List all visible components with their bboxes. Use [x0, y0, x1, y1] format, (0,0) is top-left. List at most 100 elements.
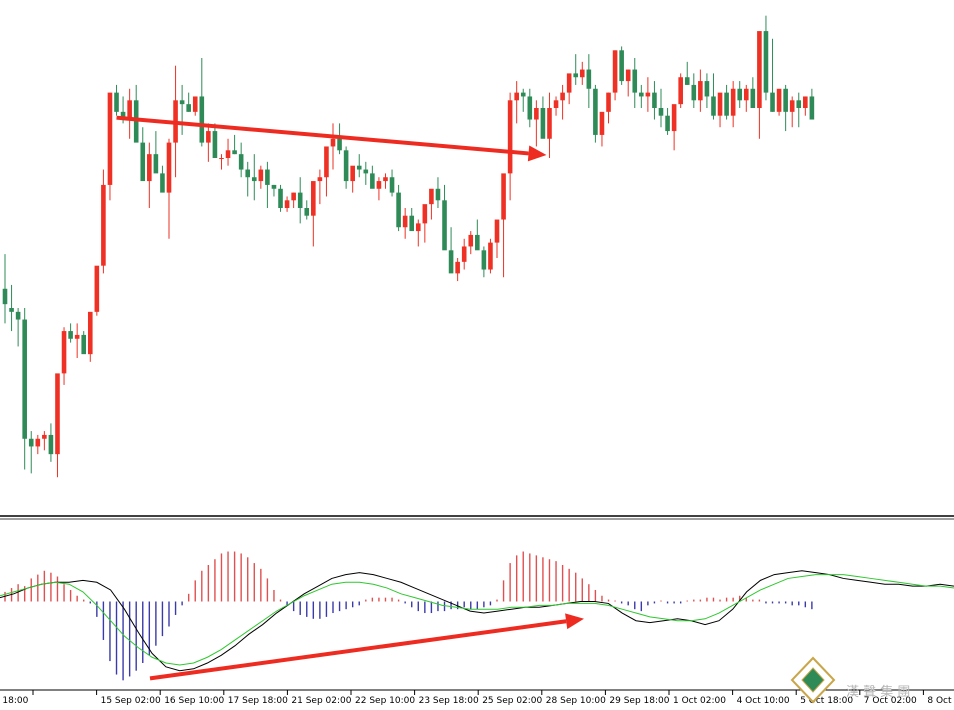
candle-body — [179, 100, 185, 105]
candle-body — [658, 108, 664, 116]
candle-body — [481, 250, 487, 270]
candle-body — [763, 31, 769, 93]
candle — [107, 92, 113, 201]
candle — [402, 208, 408, 239]
candle — [527, 88, 533, 128]
candle-body — [639, 92, 644, 97]
x-tick-label: 15 Sep 02:00 — [101, 696, 161, 706]
candle — [55, 373, 60, 478]
candle-body — [206, 131, 211, 143]
candle — [245, 161, 251, 197]
watermark-logo: 漢 聲 集 團 — [790, 656, 910, 704]
candle-body — [297, 192, 303, 208]
candle — [494, 219, 500, 258]
candle — [212, 123, 218, 158]
candle — [665, 108, 670, 135]
candle-body — [750, 88, 756, 108]
candle-body — [468, 234, 474, 247]
candle-body — [28, 438, 34, 447]
candle — [632, 58, 638, 108]
candle — [363, 161, 369, 185]
candle-body — [232, 150, 237, 155]
candle — [376, 177, 382, 201]
candle — [297, 177, 303, 224]
candle — [770, 38, 775, 112]
candle-body — [127, 100, 132, 120]
candle-body — [619, 50, 624, 82]
candle — [271, 184, 277, 197]
candle-body — [311, 181, 316, 216]
candle — [61, 327, 67, 385]
candle — [160, 165, 165, 193]
candle — [127, 88, 132, 139]
candle-body — [632, 69, 638, 93]
candle-body — [55, 373, 60, 455]
candle — [81, 331, 87, 355]
candle-body — [684, 77, 690, 85]
candle — [803, 96, 808, 116]
candle — [258, 165, 264, 189]
candle-body — [219, 158, 224, 159]
candle — [396, 184, 401, 232]
candle — [698, 69, 703, 112]
candle — [42, 431, 47, 451]
candle-body — [35, 438, 41, 447]
candle — [87, 311, 93, 362]
candle — [304, 200, 310, 220]
candle-body — [599, 111, 605, 135]
candle-body — [271, 184, 277, 189]
candle — [22, 308, 27, 470]
candle — [350, 165, 355, 193]
candle-body — [429, 188, 434, 205]
candle — [147, 142, 152, 208]
candle — [324, 146, 329, 197]
candle — [133, 84, 139, 143]
candle-body — [435, 188, 441, 201]
candle-body — [212, 131, 218, 158]
candle — [560, 84, 565, 120]
candle — [606, 92, 611, 124]
candle-body — [678, 77, 683, 105]
candle-body — [625, 69, 631, 82]
candle — [507, 92, 513, 201]
candle — [455, 258, 460, 282]
candle — [776, 88, 782, 116]
candle — [743, 84, 749, 112]
candle — [468, 231, 474, 255]
candle — [599, 111, 605, 147]
x-tick-label: 1 Oct 02:00 — [673, 696, 726, 706]
candle-body — [579, 69, 585, 78]
candle-body — [317, 177, 323, 182]
candle-body — [803, 96, 808, 108]
candle — [448, 227, 454, 274]
candle-body — [422, 204, 428, 224]
candle — [757, 31, 762, 139]
candle — [809, 88, 815, 120]
price-arrow-head — [527, 145, 547, 162]
candle-body — [704, 81, 710, 97]
candle — [678, 73, 683, 108]
candle — [2, 254, 8, 324]
candle — [639, 84, 644, 108]
candle-body — [691, 84, 697, 101]
candle-body — [147, 154, 152, 182]
candle-body — [370, 173, 375, 189]
candle — [35, 434, 41, 455]
candle — [232, 134, 237, 155]
candle-body — [389, 177, 395, 193]
candle — [356, 154, 362, 178]
candle-body — [153, 154, 159, 174]
candle — [74, 323, 80, 358]
candle-body — [330, 138, 336, 147]
candle — [225, 138, 231, 166]
candle-body — [488, 242, 493, 270]
candle — [684, 61, 690, 85]
candle-body — [48, 434, 54, 455]
candle-body — [547, 108, 552, 139]
candle-body — [520, 92, 526, 97]
candle-body — [2, 288, 8, 305]
candle — [619, 46, 624, 85]
candle-body — [160, 173, 165, 193]
candle-body — [22, 319, 27, 439]
candle-body — [540, 108, 546, 139]
